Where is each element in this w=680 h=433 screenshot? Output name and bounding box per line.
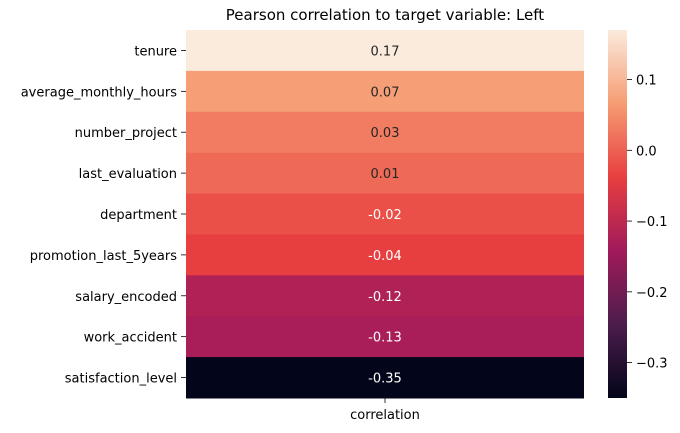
colorbar-tick-label: 0.1 <box>636 74 657 89</box>
cell-value-label: -0.35 <box>368 372 402 387</box>
row-label: promotion_last_5years <box>30 249 178 264</box>
heatmap-cell <box>186 234 584 276</box>
cell-value-label: -0.12 <box>368 290 402 305</box>
cell-value-label: 0.03 <box>371 126 400 141</box>
cell-value-label: 0.17 <box>371 44 400 59</box>
row-label: average_monthly_hours <box>21 85 177 100</box>
cell-value-label: -0.02 <box>368 208 402 223</box>
row-label: work_accident <box>84 331 177 346</box>
row-label: satisfaction_level <box>65 372 177 387</box>
column-label: correlation <box>350 408 420 423</box>
heatmap-cell <box>186 152 584 195</box>
cell-value-label: 0.07 <box>371 85 400 100</box>
row-label: salary_encoded <box>75 290 177 305</box>
colorbar-gradient <box>608 30 627 398</box>
heatmap-cell <box>186 111 584 154</box>
heatmap-cell <box>186 275 584 317</box>
colorbar-tick-label: −0.2 <box>636 286 668 301</box>
cell-value-label: -0.13 <box>368 331 402 346</box>
colorbar: 0.1 0.0 −0.1 −0.2 −0.3 <box>608 30 668 398</box>
cell-value-label: -0.04 <box>368 249 402 264</box>
heatmap-cell <box>186 316 584 358</box>
heatmap-cell <box>186 30 584 72</box>
heatmap-cell <box>186 70 584 113</box>
row-label: department <box>100 208 177 223</box>
chart-title: Pearson correlation to target variable: … <box>226 6 544 24</box>
colorbar-tick-label: −0.3 <box>636 357 668 372</box>
column-labels: correlation <box>350 398 420 423</box>
row-label: last_evaluation <box>79 167 177 182</box>
cell-value-label: 0.01 <box>371 167 400 182</box>
row-label: number_project <box>75 126 177 141</box>
heatmap-cells: 0.17 0.07 0.03 0.01 -0.02 -0.04 -0.12 -0.13 -0.3… <box>186 30 584 399</box>
heatmap-cell <box>186 193 584 235</box>
colorbar-tick-label: −0.1 <box>636 215 668 230</box>
row-labels: tenure average_monthly_hours number_projec… <box>21 44 186 387</box>
row-label: tenure <box>134 44 177 59</box>
heatmap-cell <box>186 357 584 399</box>
colorbar-tick-label: 0.0 <box>636 144 657 159</box>
